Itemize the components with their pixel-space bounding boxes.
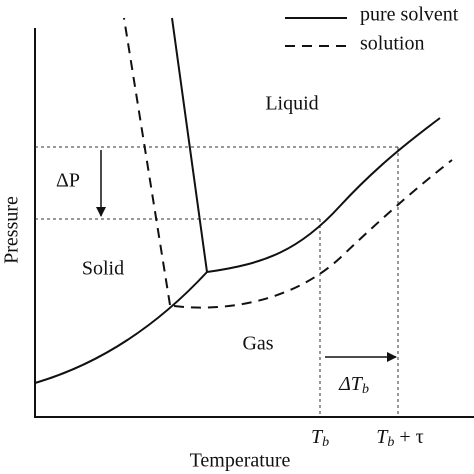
region-label: Solid bbox=[82, 258, 124, 280]
tick-sub: b bbox=[322, 435, 329, 450]
tick-rest: + τ bbox=[394, 426, 423, 448]
x-axis-label: Temperature bbox=[190, 450, 291, 472]
legend-label: solution bbox=[360, 33, 424, 55]
tick-sub: b bbox=[387, 435, 394, 450]
annotation-sub: b bbox=[362, 382, 369, 397]
y-axis-label: Pressure bbox=[1, 196, 23, 264]
melting-curve bbox=[171, 17, 208, 273]
x-tick-label: Tb + τ bbox=[376, 426, 423, 451]
guide-lines bbox=[35, 146, 399, 417]
annotation: ΔTb bbox=[338, 373, 369, 398]
tick-main: T bbox=[311, 426, 324, 448]
solution-vaporization-curve bbox=[173, 159, 453, 309]
vaporization-curve bbox=[206, 117, 441, 273]
legend-label: pure solvent bbox=[360, 4, 459, 26]
tick-main: T bbox=[376, 426, 389, 448]
x-tick-label: Tb bbox=[311, 426, 329, 451]
sublimation-curve bbox=[34, 271, 208, 384]
annotation: ΔP bbox=[56, 170, 80, 192]
annotation-main: ΔT bbox=[338, 373, 364, 395]
region-label: Liquid bbox=[265, 93, 318, 115]
solution-melting-curve bbox=[123, 17, 171, 306]
region-label: Gas bbox=[242, 333, 273, 355]
